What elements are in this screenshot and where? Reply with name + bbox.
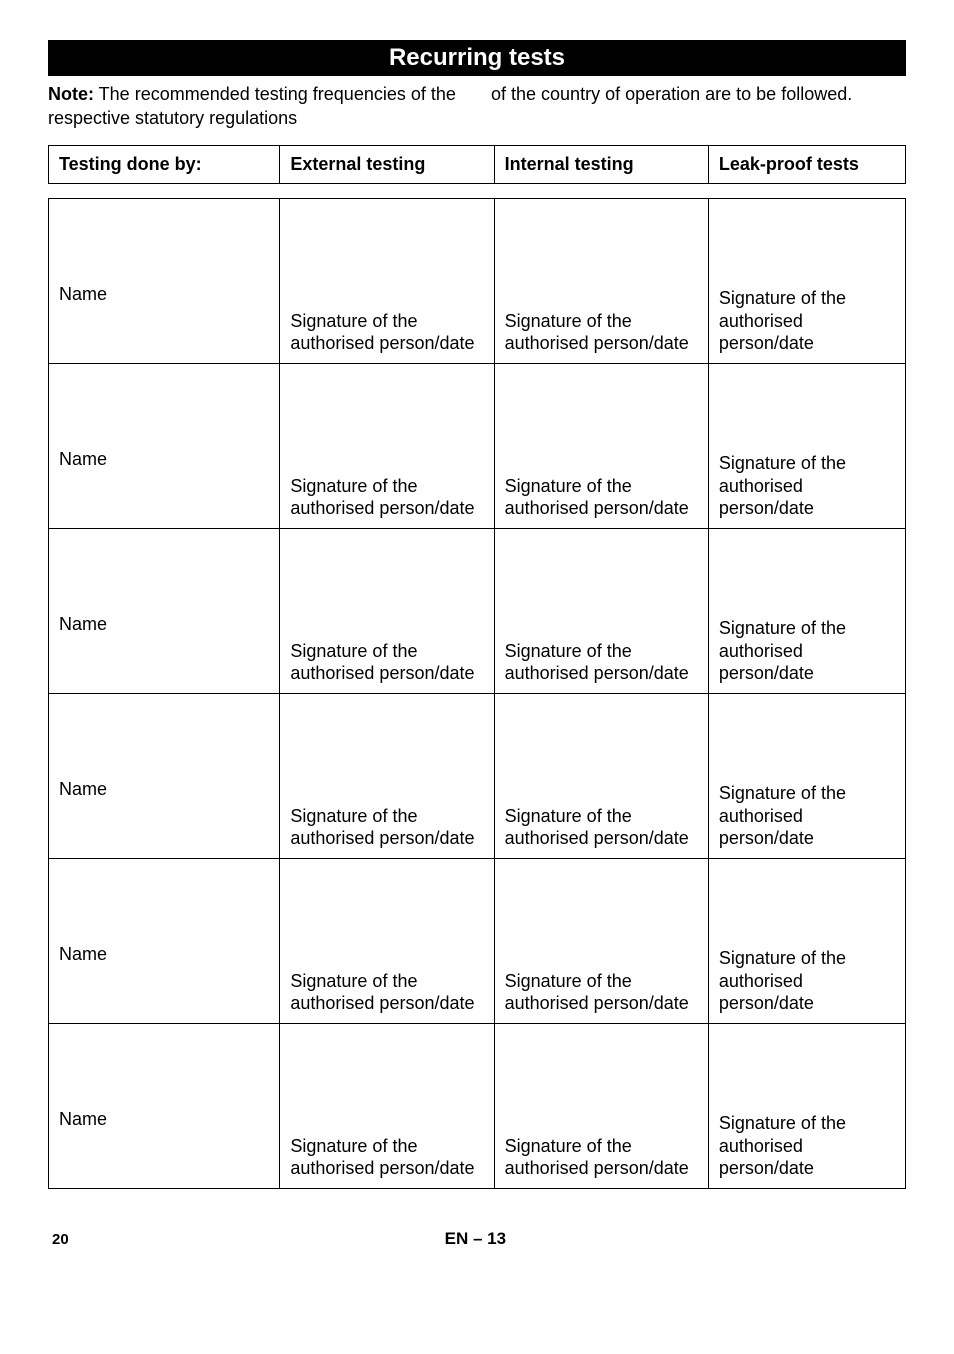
table-row: Name Signature of the authorised person/d… xyxy=(49,198,906,363)
name-label: Name xyxy=(59,449,107,470)
section-heading: Recurring tests xyxy=(48,40,906,76)
name-label: Name xyxy=(59,614,107,635)
note-left-text: The recommended testing frequencies of t… xyxy=(48,84,456,128)
signature-cell: Signature of the authorised person/date xyxy=(280,528,494,693)
table-row: Name Signature of the authorised person/d… xyxy=(49,858,906,1023)
header-leak-proof-tests: Leak-proof tests xyxy=(708,145,905,183)
signature-cell: Signature of the authorised person/date xyxy=(280,363,494,528)
signature-cell: Signature of the authorised person/date xyxy=(708,693,905,858)
table-row: Name Signature of the authorised person/d… xyxy=(49,363,906,528)
signature-label: Signature of the authorised person/date xyxy=(505,475,698,520)
signature-cell: Signature of the authorised person/date xyxy=(494,528,708,693)
signature-cell: Signature of the authorised person/date xyxy=(494,198,708,363)
signature-label: Signature of the authorised person/date xyxy=(290,970,483,1015)
signature-cell: Signature of the authorised person/date xyxy=(708,1023,905,1188)
name-label: Name xyxy=(59,944,107,965)
signature-cell: Signature of the authorised person/date xyxy=(280,198,494,363)
name-label: Name xyxy=(59,284,107,305)
signature-label: Signature of the authorised person/date xyxy=(719,782,895,850)
signature-cell: Signature of the authorised person/date xyxy=(494,363,708,528)
signature-label: Signature of the authorised person/date xyxy=(290,475,483,520)
signature-label: Signature of the authorised person/date xyxy=(719,1112,895,1180)
signature-label: Signature of the authorised person/date xyxy=(505,310,698,355)
signature-cell: Signature of the authorised person/date xyxy=(280,858,494,1023)
table-row: Name Signature of the authorised person/d… xyxy=(49,693,906,858)
page-language-code: EN – 13 xyxy=(445,1229,506,1249)
signature-label: Signature of the authorised person/date xyxy=(719,287,895,355)
name-cell: Name xyxy=(49,363,280,528)
header-external-testing: External testing xyxy=(280,145,494,183)
header-internal-testing: Internal testing xyxy=(494,145,708,183)
note-paragraph: Note: The recommended testing frequencie… xyxy=(48,82,906,131)
signature-cell: Signature of the authorised person/date xyxy=(494,1023,708,1188)
signature-label: Signature of the authorised person/date xyxy=(290,310,483,355)
signature-label: Signature of the authorised person/date xyxy=(290,805,483,850)
header-table: Testing done by: External testing Intern… xyxy=(48,145,906,184)
signature-label: Signature of the authorised person/date xyxy=(290,1135,483,1180)
header-testing-done-by: Testing done by: xyxy=(49,145,280,183)
signature-label: Signature of the authorised person/date xyxy=(505,1135,698,1180)
body-table: Name Signature of the authorised person/d… xyxy=(48,198,906,1189)
signature-label: Signature of the authorised person/date xyxy=(719,617,895,685)
header-row: Testing done by: External testing Intern… xyxy=(49,145,906,183)
signature-label: Signature of the authorised person/date xyxy=(719,947,895,1015)
signature-label: Signature of the authorised person/date xyxy=(719,452,895,520)
signature-label: Signature of the authorised person/date xyxy=(505,640,698,685)
signature-label: Signature of the authorised person/date xyxy=(505,970,698,1015)
signature-cell: Signature of the authorised person/date xyxy=(280,1023,494,1188)
signature-cell: Signature of the authorised person/date xyxy=(708,528,905,693)
note-right-column: of the country of operation are to be fo… xyxy=(491,82,906,131)
signature-cell: Signature of the authorised person/date xyxy=(708,198,905,363)
name-label: Name xyxy=(59,779,107,800)
signature-cell: Signature of the authorised person/date xyxy=(708,858,905,1023)
signature-cell: Signature of the authorised person/date xyxy=(494,693,708,858)
signature-cell: Signature of the authorised person/date xyxy=(494,858,708,1023)
name-label: Name xyxy=(59,1109,107,1130)
table-row: Name Signature of the authorised person/d… xyxy=(49,528,906,693)
name-cell: Name xyxy=(49,198,280,363)
page-footer: 20 EN – 13 xyxy=(48,1229,906,1249)
page-number: 20 xyxy=(52,1231,69,1248)
name-cell: Name xyxy=(49,528,280,693)
name-cell: Name xyxy=(49,693,280,858)
signature-label: Signature of the authorised person/date xyxy=(290,640,483,685)
signature-cell: Signature of the authorised person/date xyxy=(280,693,494,858)
note-label: Note: xyxy=(48,84,94,104)
signature-cell: Signature of the authorised person/date xyxy=(708,363,905,528)
name-cell: Name xyxy=(49,858,280,1023)
note-right-text: of the country of operation are to be fo… xyxy=(491,84,852,104)
table-row: Name Signature of the authorised person/d… xyxy=(49,1023,906,1188)
signature-label: Signature of the authorised person/date xyxy=(505,805,698,850)
note-left-column: Note: The recommended testing frequencie… xyxy=(48,82,463,131)
name-cell: Name xyxy=(49,1023,280,1188)
